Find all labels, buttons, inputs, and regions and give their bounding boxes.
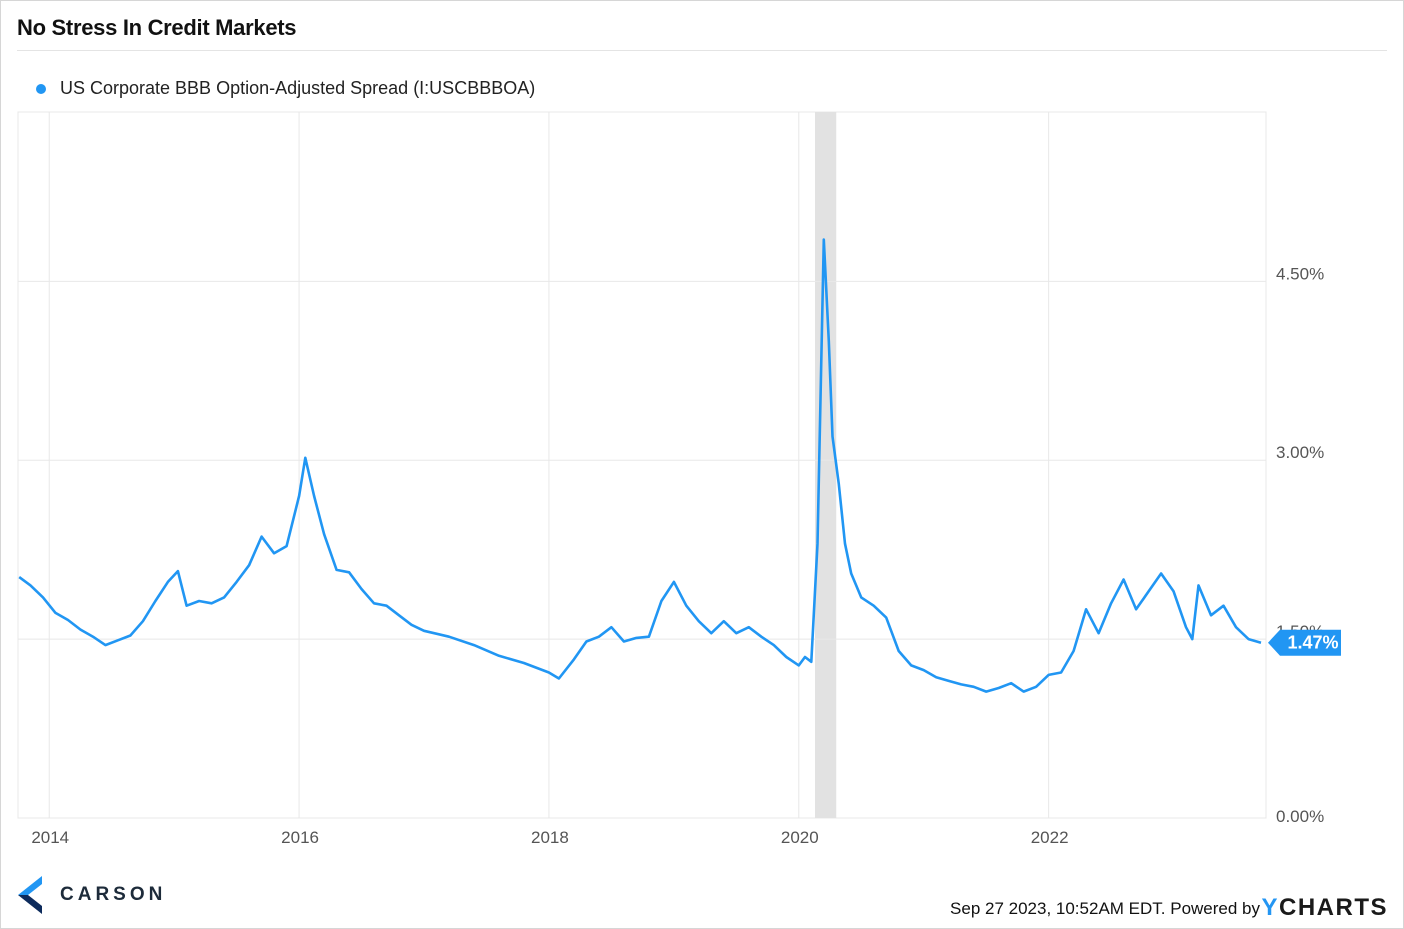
footer-timestamp: Sep 27 2023, 10:52AM EDT. Powered by (950, 899, 1260, 918)
carson-chevron-icon (18, 876, 42, 914)
x-tick-label: 2014 (31, 828, 69, 847)
chart-title: No Stress In Credit Markets (17, 15, 297, 40)
title-divider (17, 50, 1387, 51)
legend-label: US Corporate BBB Option-Adjusted Spread … (60, 78, 536, 98)
legend-marker-icon (36, 83, 46, 94)
x-tick-label: 2022 (1031, 828, 1069, 847)
last-value-label: 1.47% (1287, 633, 1338, 653)
chart-legend: US Corporate BBB Option-Adjusted Spread … (36, 78, 535, 99)
x-tick-label: 2016 (281, 828, 319, 847)
ycharts-rest: CHARTS (1279, 894, 1388, 921)
y-tick-label: 3.00% (1276, 443, 1324, 462)
y-tick-label: 4.50% (1276, 264, 1324, 283)
plot-area (17, 111, 1267, 819)
recession-band (815, 112, 837, 818)
x-tick-label: 2018 (531, 828, 569, 847)
ycharts-brand[interactable]: YCHARTS (1261, 894, 1388, 922)
logo-wordmark: CARSON (60, 884, 167, 905)
last-value-flag (1268, 629, 1341, 656)
series-line (18, 238, 1262, 693)
x-tick-label: 2020 (781, 828, 819, 847)
y-tick-label: 0.00% (1276, 807, 1324, 826)
carson-logo: CARSON (18, 876, 166, 914)
ycharts-y: Y (1261, 894, 1279, 921)
